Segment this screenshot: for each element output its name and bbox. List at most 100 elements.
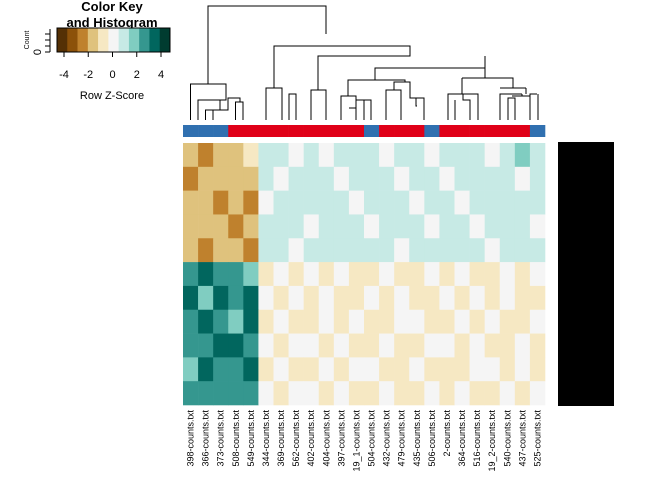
heatmap-cell xyxy=(409,262,425,287)
heatmap-cell xyxy=(273,357,289,382)
key-title: and Histogram xyxy=(66,15,157,30)
x-tick-label: 404-counts.txt xyxy=(321,410,331,467)
column-side-color xyxy=(454,125,470,137)
heatmap-cell xyxy=(243,381,259,406)
heatmap-cell xyxy=(514,166,531,191)
heatmap-cell xyxy=(379,333,395,358)
heatmap-cell xyxy=(499,381,516,406)
heatmap-cell xyxy=(439,166,455,191)
heatmap-cell xyxy=(484,309,501,334)
x-tick-label: 19_2-counts.txt xyxy=(487,410,497,472)
heatmap-cell xyxy=(454,285,470,311)
heatmap-cell xyxy=(379,214,395,239)
heatmap-cell xyxy=(183,238,199,263)
heatmap-cell xyxy=(273,190,289,215)
heatmap-cell xyxy=(333,143,350,168)
column-side-color xyxy=(514,125,531,137)
heatmap-cell xyxy=(529,238,546,263)
heatmap-cell xyxy=(333,285,350,311)
heatmap-cell xyxy=(439,262,455,287)
x-tick-label: 2-counts.txt xyxy=(442,410,452,457)
heatmap-cell xyxy=(333,262,350,287)
column-side-color xyxy=(243,125,259,137)
heatmap-cell xyxy=(258,166,274,191)
heatmap-cell xyxy=(258,262,274,287)
heatmap-cell xyxy=(228,357,244,382)
key-tick-label: 4 xyxy=(158,69,164,81)
column-side-color xyxy=(273,125,289,137)
heatmap-cell xyxy=(484,262,501,287)
heatmap-cell xyxy=(273,166,289,191)
heatmap-cell xyxy=(288,333,304,358)
heatmap-cell xyxy=(213,262,229,287)
heatmap-cell xyxy=(409,143,425,168)
heatmap-cell xyxy=(288,285,304,311)
heatmap-cell xyxy=(484,357,501,382)
column-side-color xyxy=(258,125,274,137)
heatmap-cell xyxy=(499,333,516,358)
heatmap-cell xyxy=(273,333,289,358)
heatmap-cell xyxy=(514,190,531,215)
heatmap-cell xyxy=(333,381,350,406)
heatmap-cell xyxy=(484,285,501,311)
heatmap-cell xyxy=(529,333,546,358)
heatmap-cell xyxy=(273,262,289,287)
heatmap-cell xyxy=(303,214,320,239)
heatmap-cell xyxy=(469,190,485,215)
heatmap-cell xyxy=(303,357,320,382)
heatmap-cell xyxy=(499,143,516,168)
heatmap-cell xyxy=(454,166,470,191)
heatmap-cell xyxy=(333,309,350,334)
heatmap-cell xyxy=(424,285,440,311)
heatmap-cell xyxy=(348,238,365,263)
heatmap-cell xyxy=(333,214,350,239)
heatmap-cell xyxy=(303,143,320,168)
column-side-color xyxy=(318,125,335,137)
heatmap-cell xyxy=(379,381,395,406)
heatmap-cell xyxy=(424,381,440,406)
heatmap-cell xyxy=(469,285,485,311)
heatmap-cell xyxy=(469,381,485,406)
heatmap-cell xyxy=(364,143,380,168)
key-title: Color Key xyxy=(81,0,143,14)
heatmap-cell xyxy=(379,262,395,287)
key-swatch xyxy=(118,28,130,52)
heatmap-cell xyxy=(273,381,289,406)
heatmap-cell xyxy=(243,285,259,311)
heatmap-cell xyxy=(198,285,214,311)
heatmap-cell xyxy=(499,285,516,311)
heatmap-cell xyxy=(288,214,304,239)
heatmap-cell xyxy=(469,214,485,239)
key-swatch xyxy=(87,28,99,52)
heatmap-cell xyxy=(243,238,259,263)
heatmap-cell xyxy=(198,262,214,287)
heatmap-cell xyxy=(303,190,320,215)
heatmap-cell xyxy=(228,262,244,287)
heatmap-cell xyxy=(424,190,440,215)
heatmap-cell xyxy=(198,381,214,406)
x-tick-label: 516-counts.txt xyxy=(472,410,482,467)
heatmap-cell xyxy=(288,357,304,382)
heatmap-cell xyxy=(424,357,440,382)
heatmap-cell xyxy=(379,166,395,191)
heatmap-cell xyxy=(529,166,546,191)
heatmap-cell xyxy=(514,357,531,382)
heatmap-cell xyxy=(183,143,199,168)
heatmap-cell xyxy=(394,381,410,406)
heatmap-cell xyxy=(469,333,485,358)
heatmap-cell xyxy=(379,309,395,334)
column-side-color xyxy=(469,125,485,137)
key-swatch xyxy=(77,28,89,52)
heatmap-cell xyxy=(379,143,395,168)
heatmap-cell xyxy=(439,238,455,263)
heatmap-cell xyxy=(318,285,335,311)
heatmap-cell xyxy=(484,238,501,263)
heatmap-cell xyxy=(394,357,410,382)
x-tick-label: 549-counts.txt xyxy=(246,410,256,467)
heatmap-cell xyxy=(243,143,259,168)
heatmap-cell xyxy=(258,357,274,382)
heatmap-cell xyxy=(379,357,395,382)
heatmap-cell xyxy=(228,238,244,263)
heatmap-cell xyxy=(228,285,244,311)
heatmap-cell xyxy=(499,309,516,334)
